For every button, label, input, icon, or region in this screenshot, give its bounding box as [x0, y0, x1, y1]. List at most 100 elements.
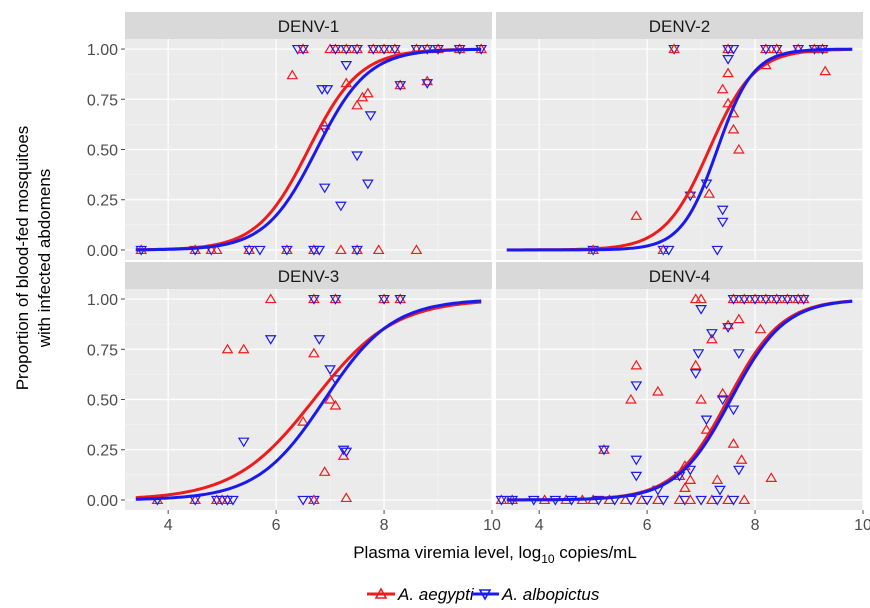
- panel-denv-2: DENV-2: [496, 12, 864, 260]
- data-point: [679, 482, 691, 492]
- data-point: [264, 293, 277, 304]
- data-point: [324, 393, 336, 404]
- data-point: [759, 294, 772, 305]
- data-point: [781, 294, 794, 305]
- data-point: [630, 381, 643, 392]
- data-point: [237, 437, 250, 448]
- data-point: [695, 304, 707, 315]
- data-point: [722, 67, 734, 78]
- data-point: [652, 385, 664, 396]
- y-tick-label: 0.25: [87, 193, 118, 210]
- data-point: [308, 347, 320, 358]
- data-point: [351, 44, 363, 55]
- data-point: [711, 474, 724, 484]
- x-axis-label-subscript: 10: [541, 552, 555, 566]
- data-point: [254, 245, 266, 256]
- data-point: [716, 387, 729, 398]
- legend-label-aegypti: A. aegypti: [397, 585, 475, 604]
- data-point: [362, 87, 374, 98]
- data-point: [706, 329, 718, 339]
- data-point: [797, 294, 810, 305]
- data-point: [318, 183, 331, 194]
- data-point: [308, 494, 320, 505]
- data-point: [738, 494, 751, 505]
- x-tick-label: 4: [164, 517, 173, 534]
- x-axis-label-main: Plasma viremia level, log: [353, 543, 541, 562]
- panels-layer: DENV-1 DENV-2 DENV-3 DENV-4: [125, 12, 864, 510]
- data-point: [313, 335, 326, 345]
- data-point: [237, 343, 250, 354]
- data-point: [297, 44, 309, 55]
- data-point: [221, 343, 234, 354]
- data-point: [727, 438, 740, 448]
- data-point: [592, 495, 605, 506]
- data-point: [692, 349, 705, 359]
- y-tick-label: 0.00: [87, 243, 118, 260]
- data-point: [689, 369, 702, 380]
- data-point: [727, 44, 740, 55]
- y-tick-label: 0.50: [87, 393, 118, 410]
- data-point: [340, 447, 353, 458]
- data-point: [703, 188, 716, 198]
- data-point: [770, 294, 783, 305]
- data-point: [684, 474, 697, 484]
- data-point: [695, 393, 707, 404]
- data-point: [630, 471, 643, 482]
- data-point: [716, 395, 729, 406]
- data-point: [662, 245, 675, 256]
- legend: A. aegypti A. albopictus: [367, 585, 600, 604]
- x-axis-label-tail: copies/mL: [555, 543, 637, 562]
- panel-denv-4: DENV-4: [495, 262, 864, 510]
- data-point: [378, 294, 390, 305]
- data-point: [689, 359, 702, 370]
- data-point: [716, 205, 729, 216]
- data-point: [630, 455, 643, 466]
- x-tick-label: 10: [483, 517, 501, 534]
- data-point: [329, 294, 342, 305]
- data-point: [695, 495, 707, 506]
- x-tick-label: 8: [751, 517, 760, 534]
- panel-title: DENV-3: [278, 267, 339, 286]
- data-point: [421, 75, 434, 86]
- y-axis-ticks: 0.00 0.25 0.50 0.75 1.00 0.00 0.25 0.50 0.75 1.00: [87, 42, 125, 510]
- data-point: [625, 393, 637, 404]
- data-point: [340, 61, 353, 71]
- panel-strip: [125, 12, 492, 39]
- data-point: [714, 485, 726, 496]
- panel-strip: [125, 262, 492, 289]
- x-tick-label: 8: [380, 517, 389, 534]
- data-point: [738, 294, 751, 305]
- data-point: [297, 415, 309, 426]
- data-point: [321, 85, 334, 95]
- fit-curve: [506, 47, 853, 252]
- x-tick-label: 4: [535, 517, 544, 534]
- data-point: [819, 65, 832, 76]
- data-point: [711, 495, 724, 506]
- data-point: [641, 495, 653, 506]
- data-point: [684, 494, 697, 505]
- data-point: [367, 44, 380, 55]
- data-point: [668, 43, 680, 54]
- data-point: [378, 44, 390, 55]
- data-point: [394, 81, 407, 91]
- data-point: [340, 44, 353, 55]
- fit-curve: [135, 299, 482, 501]
- data-point: [329, 44, 342, 55]
- panel-title: DENV-2: [649, 17, 710, 36]
- legend-label-albopictus: A. albopictus: [501, 585, 600, 604]
- panel-title: DENV-1: [278, 17, 339, 36]
- y-tick-label: 0.75: [87, 342, 118, 359]
- y-tick-label: 0.75: [87, 92, 118, 109]
- data-point: [362, 179, 374, 190]
- data-point: [727, 123, 740, 134]
- data-point: [749, 294, 761, 305]
- data-point: [227, 495, 239, 506]
- data-point: [765, 472, 778, 482]
- data-point: [733, 349, 745, 359]
- panel-strip: [496, 262, 863, 289]
- data-point: [388, 44, 401, 55]
- panel-title: DENV-4: [649, 267, 710, 286]
- data-point: [733, 143, 745, 154]
- data-point: [733, 465, 745, 476]
